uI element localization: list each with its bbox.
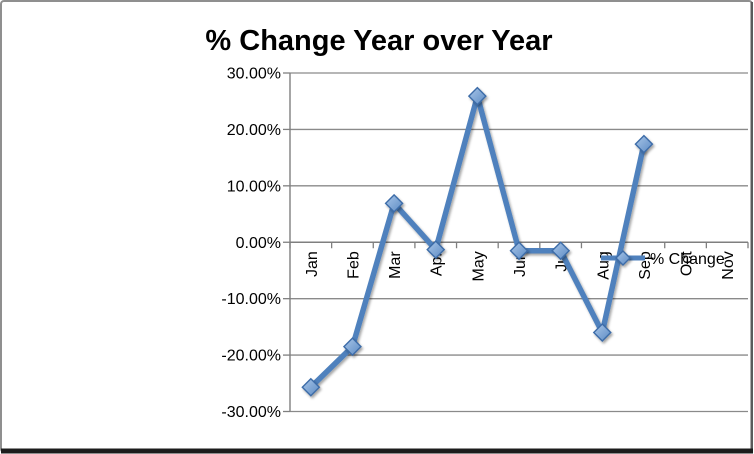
y-axis-label: 10.00%: [227, 178, 281, 195]
y-axis-label: -30.00%: [221, 404, 281, 421]
x-axis-label: Jan: [304, 251, 321, 277]
y-axis-label: 30.00%: [227, 66, 281, 83]
legend: % Change: [601, 250, 725, 268]
legend-key-diamond: [615, 250, 631, 266]
data-point-marker-Jul: [551, 241, 571, 261]
chart-border-bottom-shadow: [1, 448, 753, 454]
data-point-marker-Sep: [634, 134, 654, 154]
data-point-marker-Mar: [384, 193, 404, 213]
axis-labels: 30.00% 20.00% 10.00% 0.00% -10.00% -20.00% -30…: [221, 66, 737, 422]
data-point-marker-Jan: [301, 377, 321, 397]
data-point-marker-Feb: [342, 337, 362, 357]
y-axis-label: -20.00%: [221, 348, 281, 365]
y-axis-label: -10.00%: [221, 291, 281, 308]
x-axis-label: Nov: [720, 251, 737, 279]
data-point-marker-Jun: [509, 241, 529, 261]
legend-key-marker: [601, 250, 645, 266]
data-point-marker-Apr: [426, 240, 446, 260]
chart-title: % Change Year over Year: [205, 25, 552, 57]
data-point-marker-Aug: [592, 323, 612, 343]
y-axis-label: 20.00%: [227, 122, 281, 139]
x-axis-label: Apr: [429, 251, 446, 277]
x-axis-label: Mar: [387, 251, 404, 279]
data-point-marker-May: [467, 86, 487, 106]
y-axis-label: 0.00%: [236, 235, 281, 252]
x-axis-label: May: [470, 251, 487, 281]
x-axis-label: Oct: [679, 251, 696, 276]
x-axis-label: Feb: [345, 251, 362, 279]
chart-border-right-shade: [750, 2, 753, 452]
legend-label: % Change: [650, 251, 725, 268]
x-axis-label: Jun: [512, 251, 529, 277]
series: [301, 86, 654, 397]
